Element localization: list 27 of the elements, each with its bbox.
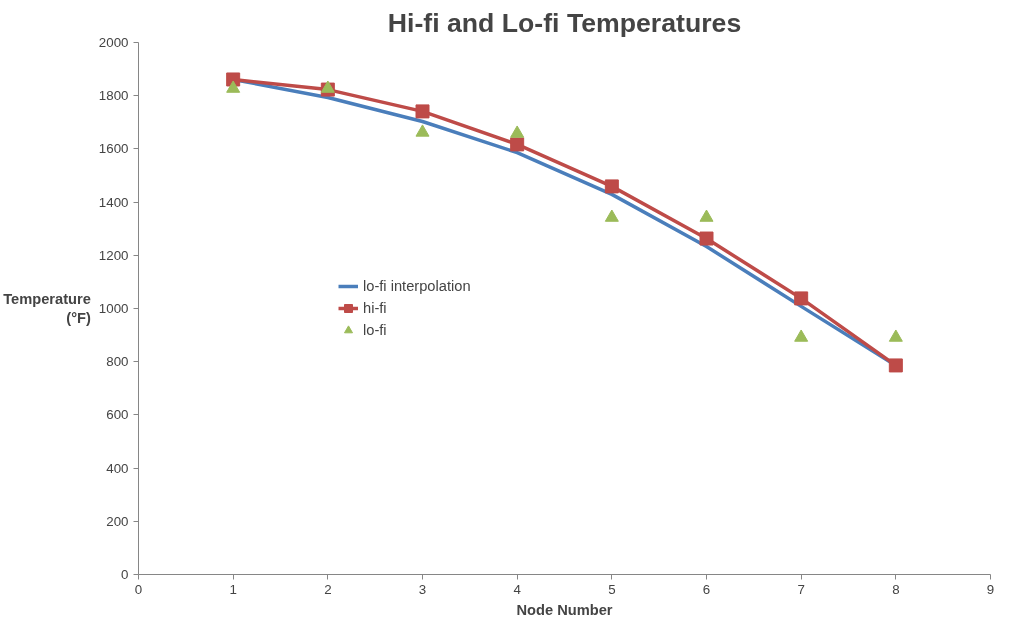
- y-tick-label: 1600: [98, 141, 129, 157]
- legend-label: lo-fi interpolation: [363, 278, 471, 294]
- x-tick-label: 6: [702, 581, 711, 597]
- legend-label: lo-fi: [363, 322, 387, 338]
- x-tick-label: 7: [797, 581, 805, 597]
- x-tick-label: 8: [892, 581, 900, 597]
- x-tick-label: 2: [324, 581, 332, 597]
- y-tick-label: 600: [106, 407, 129, 423]
- x-tick-label: 4: [513, 581, 522, 597]
- x-tick-label: 5: [608, 581, 616, 597]
- y-tick-label: 800: [106, 354, 129, 370]
- y-tick-label: 1000: [98, 301, 129, 316]
- y-tick-label: 1800: [98, 88, 129, 104]
- y-tick-label: 0: [121, 567, 129, 582]
- y-axis-title: Temperature (°F): [3, 290, 91, 327]
- x-tick-label: 0: [134, 581, 143, 597]
- chart-title: Hi-fi and Lo-fi Temperatures: [387, 7, 742, 38]
- x-tick-label: 1: [229, 581, 237, 597]
- x-axis-title: Node Number: [516, 601, 613, 618]
- y-tick-label: 200: [106, 513, 129, 529]
- x-tick-label: 3: [418, 581, 427, 597]
- y-tick-label: 1400: [98, 194, 129, 210]
- x-tick-label: 9: [986, 581, 995, 597]
- y-tick-label: 400: [106, 460, 129, 476]
- legend-label: hi-fi: [363, 300, 387, 316]
- y-tick-label: 1200: [98, 247, 129, 263]
- y-tick-label: 2000: [98, 35, 129, 50]
